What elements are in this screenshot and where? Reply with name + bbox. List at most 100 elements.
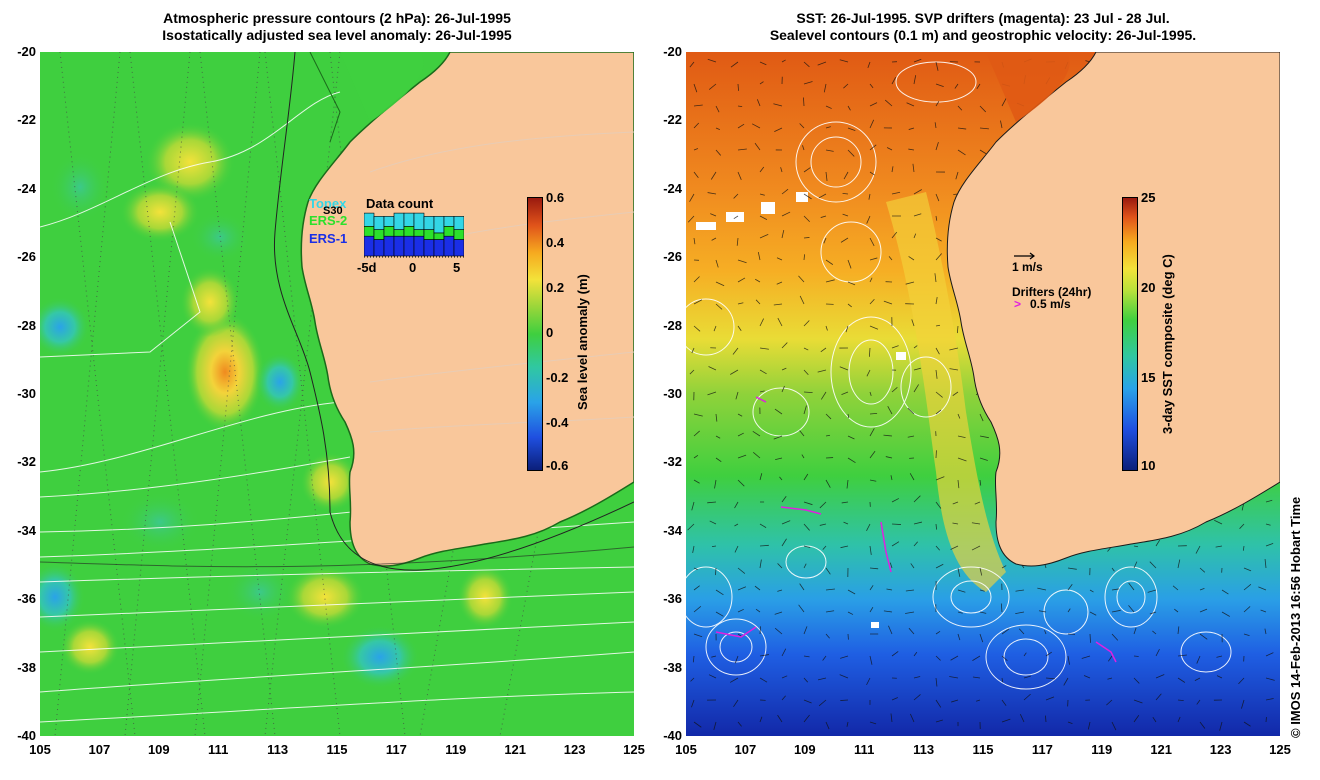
count-tick-0: 0 (409, 260, 417, 275)
cb-left-tick: 0.2 (546, 280, 565, 295)
longitude-tick-label: 121 (504, 742, 527, 757)
count-bar-ers2 (403, 225, 415, 237)
sst-colorbar-label: 3-day SST composite (deg C) (1160, 254, 1175, 434)
latitude-tick-label: -40 (17, 728, 36, 743)
latitude-tick-label: -38 (663, 659, 682, 675)
legend-topex: Topex (309, 196, 347, 211)
longitude-tick-label: 115 (972, 742, 994, 757)
count-bar-ers2 (443, 225, 455, 237)
overlay-code: S30 (323, 205, 343, 217)
velocity-scale-label: 1 m/s (1012, 260, 1043, 274)
data-count-bar-chart (364, 212, 464, 258)
longitude-tick-label: 119 (1091, 742, 1113, 757)
left-title-line2: Isostatically adjusted sea level anomaly… (162, 27, 512, 43)
longitude-tick-label: 109 (793, 742, 816, 757)
sst-colorbar (1122, 197, 1138, 471)
latitude-tick-label: -22 (17, 112, 36, 128)
legend-ers2: ERS-2 (309, 213, 348, 228)
right-panel-title: SST: 26-Jul-1995. SVP drifters (magenta)… (686, 10, 1280, 44)
latitude-tick-label: -24 (663, 180, 682, 196)
count-bar-topex (383, 216, 395, 227)
cb-right-tick: 20 (1141, 280, 1156, 295)
longitude-tick-label: 121 (1150, 742, 1173, 757)
count-bar-ers2 (364, 225, 375, 237)
longitude-tick-label: 119 (445, 742, 467, 757)
longitude-tick-label: 125 (1269, 742, 1291, 757)
longitude-tick-label: 111 (854, 742, 875, 757)
right-title-line1: SST: 26-Jul-1995. SVP drifters (magenta)… (796, 10, 1170, 26)
count-tick-5: 5 (453, 260, 461, 275)
latitude-tick-label: -28 (17, 317, 36, 333)
latitude-tick-label: -32 (663, 454, 682, 470)
count-bar-topex (433, 216, 445, 234)
latitude-tick-label: -34 (663, 522, 682, 538)
cb-left-tick: 0 (546, 325, 554, 340)
latitude-tick-label: -28 (663, 317, 682, 333)
sea-level-colorbar-label: Sea level anomaly (m) (575, 274, 590, 410)
cb-left-tick: 0.4 (546, 235, 565, 250)
count-bar-topex (413, 212, 425, 230)
left-panel-title: Atmospheric pressure contours (2 hPa): 2… (40, 10, 634, 44)
legend-ers1: ERS-1 (309, 231, 348, 246)
cb-right-tick: 25 (1141, 190, 1156, 205)
count-bar-ers1 (383, 235, 395, 257)
count-bar-topex (443, 216, 455, 227)
latitude-tick-label: -34 (17, 522, 36, 538)
cb-left-tick: -0.6 (546, 458, 569, 473)
longitude-tick-label: 109 (147, 742, 170, 757)
latitude-tick-label: -30 (17, 386, 36, 401)
count-bar-topex (393, 212, 405, 230)
latitude-tick-label: -22 (663, 112, 682, 128)
sst-map (686, 52, 1280, 736)
count-bar-topex (364, 212, 375, 227)
count-bar-ers1 (373, 239, 385, 257)
latitude-tick-label: -20 (663, 44, 682, 59)
count-bar-ers1 (403, 235, 415, 257)
sea-level-colorbar (527, 197, 543, 471)
longitude-tick-label: 107 (734, 742, 757, 757)
longitude-tick-label: 105 (675, 742, 697, 757)
australia-landmass (300, 52, 634, 567)
count-bar-ers1 (423, 239, 435, 257)
cb-left-tick: -0.4 (546, 415, 569, 430)
count-bar-topex (453, 216, 464, 230)
longitude-tick-label: 123 (1209, 742, 1232, 757)
longitude-tick-label: 125 (623, 742, 645, 757)
cb-right-tick: 15 (1141, 370, 1156, 385)
count-bar-ers2 (453, 229, 464, 240)
latitude-tick-label: -26 (663, 249, 682, 265)
count-bar-ers2 (373, 229, 385, 240)
longitude-tick-label: 117 (1031, 742, 1053, 757)
longitude-tick-label: 123 (563, 742, 586, 757)
australia-landmass-sst (946, 52, 1280, 567)
longitude-tick-label: 107 (88, 742, 111, 757)
latitude-tick-label: -24 (17, 180, 36, 196)
latitude-tick-label: -26 (17, 249, 36, 265)
left-title-line1: Atmospheric pressure contours (2 hPa): 2… (163, 10, 511, 26)
drifter-speed-label: 0.5 m/s (1030, 297, 1071, 311)
count-bar-ers2 (413, 229, 425, 237)
latitude-tick-label: -36 (663, 591, 682, 607)
count-bar-topex (403, 212, 415, 227)
count-bar-ers2 (423, 229, 435, 240)
count-bar-ers1 (443, 235, 455, 257)
copyright-credit: © IMOS 14-Feb-2013 16:56 Hobart Time (1288, 496, 1303, 738)
count-bar-ers1 (393, 235, 405, 257)
data-count-title: Data count (366, 196, 434, 211)
count-bar-topex (423, 216, 435, 230)
count-bar-ers1 (453, 239, 464, 257)
latitude-tick-label: -32 (17, 454, 36, 470)
latitude-tick-label: -38 (17, 659, 36, 675)
cb-left-tick: 0.6 (546, 190, 565, 205)
drifters-label: Drifters (24hr) (1012, 285, 1092, 299)
latitude-tick-label: -20 (17, 44, 36, 59)
data-count-inset: Data count Topex ERS-2 ERS-1 S30 -5d 0 5 (309, 196, 479, 276)
longitude-tick-label: 105 (29, 742, 51, 757)
longitude-tick-label: 111 (208, 742, 229, 757)
count-bar-ers1 (413, 235, 425, 257)
longitude-tick-label: 113 (267, 742, 289, 757)
cb-left-tick: -0.2 (546, 370, 569, 385)
count-bar-ers1 (364, 235, 375, 257)
drifter-speed-marker: > (1014, 297, 1022, 311)
longitude-tick-label: 113 (913, 742, 935, 757)
